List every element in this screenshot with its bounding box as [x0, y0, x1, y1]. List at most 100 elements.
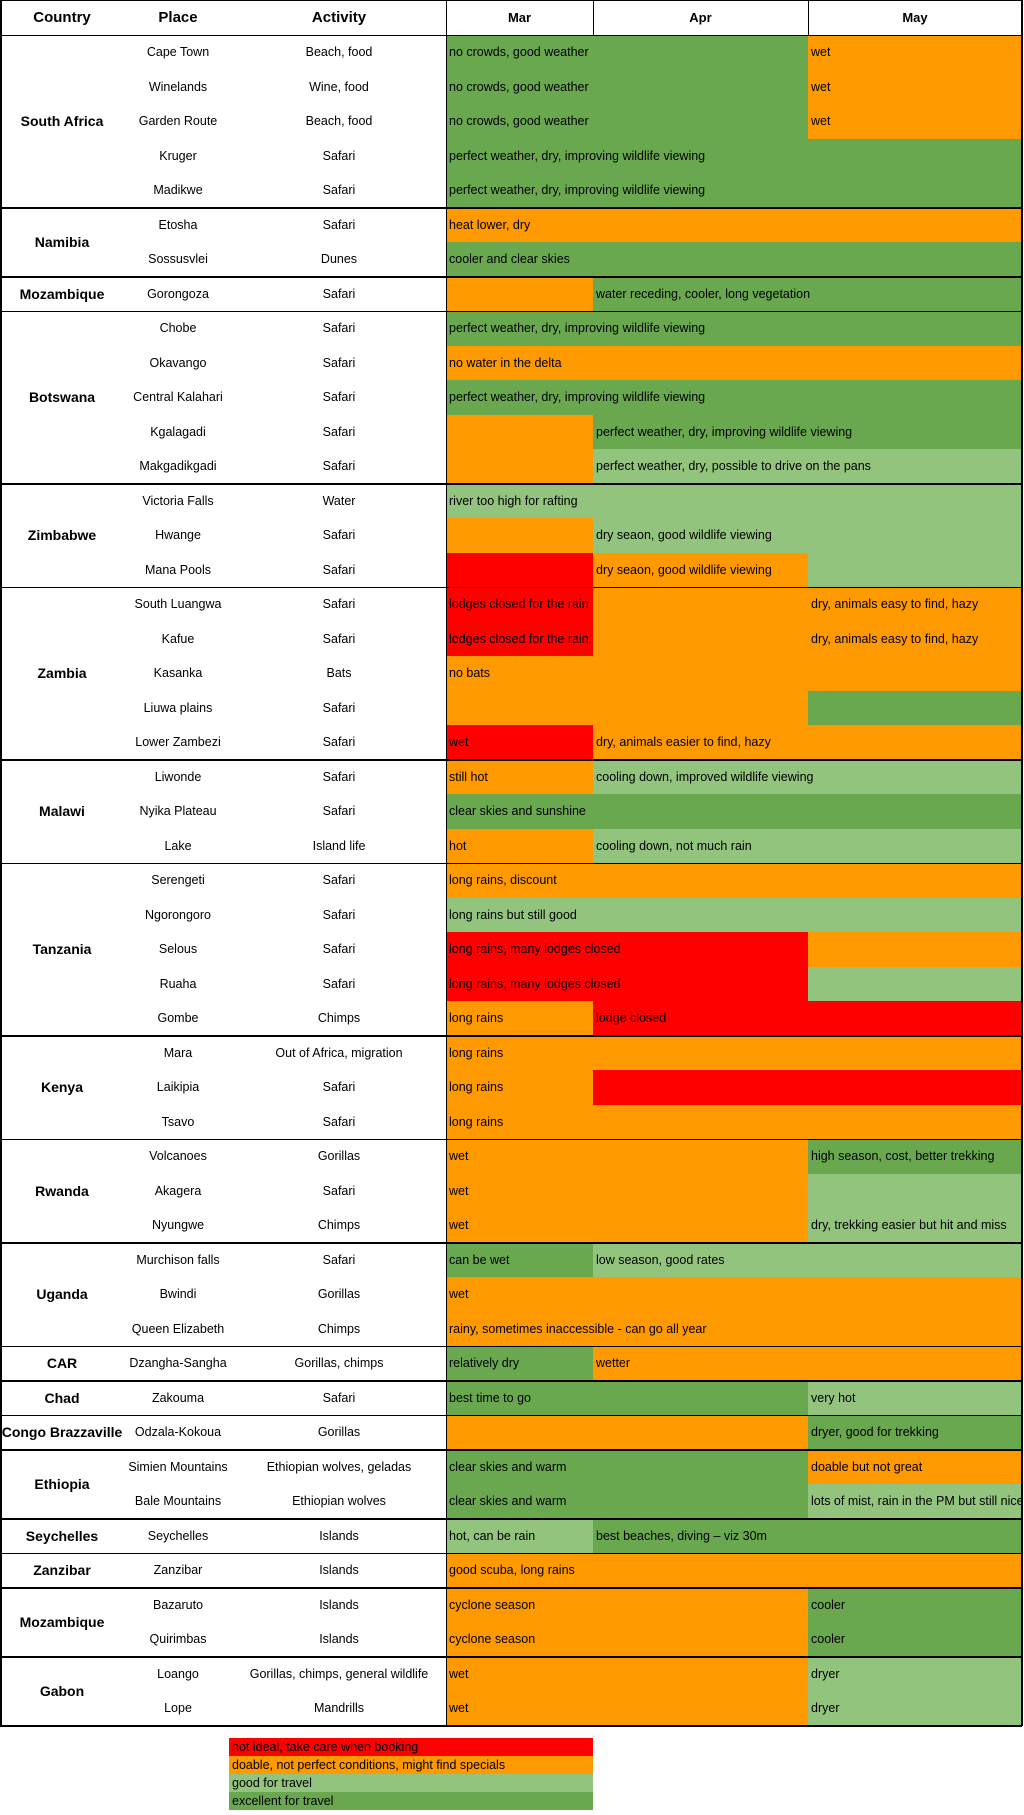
activity-cell: Ethiopian wolves, geladas: [266, 1459, 412, 1474]
season-cell-doable: long rains: [446, 1035, 1022, 1070]
activity-cell: Beach, food: [305, 45, 373, 60]
country-cell: Mozambique: [19, 285, 105, 302]
season-cell-excellent: perfect weather, dry, improving wildlife…: [446, 138, 1022, 173]
grid-line: [0, 0, 2, 1726]
season-cell-excellent: [808, 690, 1022, 725]
place-cell: Kafue: [161, 631, 195, 646]
season-cell-excellent: cooler and clear skies: [446, 242, 1022, 277]
activity-cell: Chimps: [317, 1011, 361, 1026]
activity-cell: Safari: [322, 1252, 356, 1267]
season-cell-doable: no bats: [446, 656, 1022, 691]
season-cell-excellent: dryer, good for trekking: [808, 1415, 1022, 1450]
season-cell-not-ideal: [446, 552, 593, 587]
country-cell: Tanzania: [32, 941, 92, 958]
season-cell-doable: dry seaon, good wildlife viewing: [593, 552, 808, 587]
grid-line: [0, 1138, 1022, 1140]
place-cell: Queen Elizabeth: [131, 1321, 225, 1336]
place-cell: Lake: [164, 838, 192, 853]
season-cell-doable: wet: [808, 35, 1022, 70]
season-cell-excellent: perfect weather, dry, improving wildlife…: [593, 414, 1022, 449]
season-cell-good: dry seaon, good wildlife viewing: [593, 518, 1022, 553]
place-cell: Loango: [157, 1666, 199, 1681]
season-cell-doable: wet: [446, 1173, 808, 1208]
season-cell-doable: wetter: [593, 1346, 1022, 1381]
activity-cell: Safari: [322, 390, 356, 405]
place-cell: Selous: [158, 942, 198, 957]
activity-cell: Bats: [326, 666, 352, 681]
activity-cell: Safari: [322, 873, 356, 888]
header-month-apr: Apr: [689, 10, 712, 25]
activity-cell: Safari: [322, 286, 356, 301]
season-cell-doable: dry, animals easy to find, hazy: [808, 621, 1022, 656]
place-cell: Ruaha: [159, 976, 197, 991]
season-cell-excellent: can be wet: [446, 1242, 593, 1277]
activity-cell: Mandrills: [313, 1701, 364, 1716]
country-cell: Kenya: [40, 1079, 84, 1096]
grid-line: [0, 1449, 1022, 1451]
activity-cell: Safari: [322, 907, 356, 922]
legend-item-not-ideal: not ideal, take care when booking: [229, 1737, 593, 1756]
season-cell-doable: [593, 587, 808, 622]
country-cell: Seychelles: [25, 1527, 99, 1544]
place-cell: Bale Mountains: [134, 1494, 222, 1509]
season-cell-good: hot, can be rain: [446, 1518, 593, 1553]
place-cell: Odzala-Kokoua: [134, 1425, 222, 1440]
place-cell: Kasanka: [153, 666, 203, 681]
country-cell: Congo Brazzaville: [1, 1424, 123, 1441]
place-cell: Laikipia: [156, 1080, 200, 1095]
grid-line: [0, 586, 1022, 588]
season-cell-excellent: no crowds, good weather: [446, 69, 808, 104]
season-cell-excellent: best beaches, diving – viz 30m: [593, 1518, 1022, 1553]
country-cell: South Africa: [20, 113, 104, 130]
place-cell: Liwonde: [154, 769, 202, 784]
place-cell: Kruger: [159, 148, 197, 163]
season-cell-good: lots of mist, rain in the PM but still n…: [808, 1484, 1022, 1519]
grid-line: [0, 1518, 1022, 1520]
activity-cell: Safari: [322, 769, 356, 784]
country-cell: Zimbabwe: [27, 527, 97, 544]
activity-cell: Safari: [322, 217, 356, 232]
season-cell-doable: doable but not great: [808, 1449, 1022, 1484]
legend-item-excellent: excellent for travel: [229, 1791, 593, 1810]
season-cell-doable: dry, animals easier to find, hazy: [593, 725, 1022, 760]
season-cell-good: cooling down, improved wildlife viewing: [593, 759, 1022, 794]
season-cell-not-ideal: long rains, many lodges closed: [446, 932, 808, 967]
activity-cell: Islands: [319, 1528, 359, 1543]
season-cell-excellent: high season, cost, better trekking: [808, 1139, 1022, 1174]
season-cell-doable: hot: [446, 828, 593, 863]
country-cell: Rwanda: [35, 1182, 89, 1199]
grid-line: [592, 0, 594, 35]
country-cell: Malawi: [39, 803, 85, 820]
grid-line: [807, 0, 809, 35]
place-cell: Hwange: [155, 528, 201, 543]
header-country: Country: [33, 9, 91, 26]
legend-item-good: good for travel: [229, 1773, 593, 1792]
grid-line: [0, 276, 1022, 278]
season-cell-doable: rainy, sometimes inaccessible - can go a…: [446, 1311, 1022, 1346]
place-cell: Tsavo: [161, 1114, 195, 1129]
season-cell-good: [808, 552, 1022, 587]
activity-cell: Islands: [319, 1597, 359, 1612]
place-cell: Ngorongoro: [144, 907, 211, 922]
activity-cell: Safari: [322, 735, 356, 750]
season-cell-doable: cyclone season: [446, 1587, 808, 1622]
activity-cell: Islands: [319, 1563, 359, 1578]
place-cell: Gorongoza: [147, 286, 209, 301]
season-cell-doable: dry, animals easy to find, hazy: [808, 587, 1022, 622]
season-cell-doable: wet: [446, 1656, 808, 1691]
place-cell: South Luangwa: [134, 597, 222, 612]
country-cell: CAR: [46, 1355, 78, 1372]
activity-cell: Safari: [322, 1114, 356, 1129]
country-cell: Namibia: [34, 234, 90, 250]
season-cell-good: [808, 1173, 1022, 1208]
activity-cell: Dunes: [320, 252, 358, 267]
place-cell: Chobe: [159, 321, 197, 336]
place-cell: Makgadikgadi: [139, 459, 217, 474]
activity-cell: Safari: [322, 597, 356, 612]
grid-line: [1021, 0, 1023, 1726]
season-cell-good: [808, 966, 1022, 1001]
grid-line: [0, 759, 1022, 761]
season-cell-doable: [446, 690, 808, 725]
season-cell-not-ideal: [593, 1070, 1022, 1105]
header-activity: Activity: [311, 9, 367, 26]
